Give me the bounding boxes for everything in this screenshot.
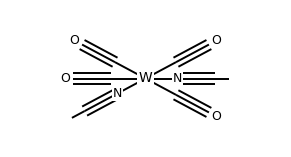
Text: O: O xyxy=(70,34,79,47)
Text: O: O xyxy=(212,34,221,47)
Text: N: N xyxy=(173,72,182,85)
Text: N: N xyxy=(113,87,122,100)
Text: O: O xyxy=(212,110,221,123)
Text: O: O xyxy=(60,72,70,85)
Text: W: W xyxy=(139,71,152,86)
